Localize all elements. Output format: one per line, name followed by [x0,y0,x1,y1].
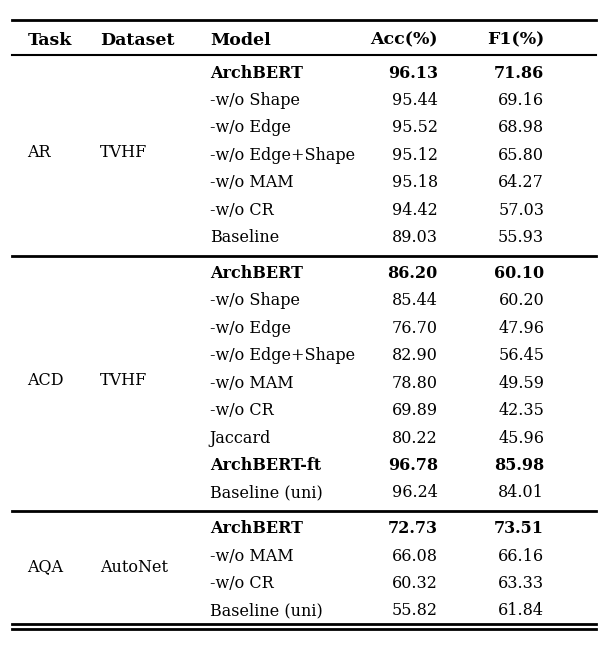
Text: 42.35: 42.35 [499,402,544,419]
Text: 60.32: 60.32 [392,575,438,592]
Text: 95.12: 95.12 [392,147,438,164]
Text: -w/o CR: -w/o CR [210,402,274,419]
Text: 47.96: 47.96 [498,320,544,337]
Text: 66.08: 66.08 [392,547,438,565]
Text: TVHF: TVHF [100,372,148,389]
Text: -w/o CR: -w/o CR [210,575,274,592]
Text: 85.44: 85.44 [392,292,438,309]
Text: 78.80: 78.80 [392,374,438,392]
Text: 73.51: 73.51 [494,520,544,537]
Text: 82.90: 82.90 [392,347,438,364]
Text: 69.16: 69.16 [498,92,544,109]
Text: Jaccard: Jaccard [210,430,271,447]
Text: 71.86: 71.86 [494,64,544,81]
Text: -w/o Edge: -w/o Edge [210,120,291,136]
Text: Baseline (uni): Baseline (uni) [210,603,322,619]
Text: 95.52: 95.52 [392,120,438,136]
Text: 96.13: 96.13 [388,64,438,81]
Text: ArchBERT-ft: ArchBERT-ft [210,457,321,474]
Text: -w/o Shape: -w/o Shape [210,92,300,109]
Text: 94.42: 94.42 [392,202,438,219]
Text: 96.24: 96.24 [392,484,438,501]
Text: Baseline (uni): Baseline (uni) [210,484,322,501]
Text: 63.33: 63.33 [498,575,544,592]
Text: Acc(%): Acc(%) [370,32,438,49]
Text: ArchBERT: ArchBERT [210,64,303,81]
Text: 55.82: 55.82 [392,603,438,619]
Text: 65.80: 65.80 [498,147,544,164]
Text: 85.98: 85.98 [494,457,544,474]
Text: 68.98: 68.98 [498,120,544,136]
Text: Baseline: Baseline [210,229,279,246]
Text: TVHF: TVHF [100,144,148,161]
Text: 60.20: 60.20 [499,292,544,309]
Text: Task: Task [27,32,72,49]
Text: 66.16: 66.16 [498,547,544,565]
Text: Model: Model [210,32,271,49]
Text: -w/o Edge+Shape: -w/o Edge+Shape [210,147,355,164]
Text: 49.59: 49.59 [498,374,544,392]
Text: 56.45: 56.45 [498,347,544,364]
Text: 72.73: 72.73 [388,520,438,537]
Text: 80.22: 80.22 [392,430,438,447]
Text: Dataset: Dataset [100,32,175,49]
Text: 76.70: 76.70 [392,320,438,337]
Text: AQA: AQA [27,558,63,575]
Text: 45.96: 45.96 [498,430,544,447]
Text: ArchBERT: ArchBERT [210,265,303,282]
Text: -w/o Shape: -w/o Shape [210,292,300,309]
Text: AR: AR [27,144,51,161]
Text: F1(%): F1(%) [487,32,544,49]
Text: 55.93: 55.93 [498,229,544,246]
Text: AutoNet: AutoNet [100,558,168,575]
Text: -w/o Edge: -w/o Edge [210,320,291,337]
Text: 61.84: 61.84 [498,603,544,619]
Text: ACD: ACD [27,372,64,389]
Text: 84.01: 84.01 [499,484,544,501]
Text: 95.18: 95.18 [392,174,438,191]
Text: 64.27: 64.27 [499,174,544,191]
Text: -w/o CR: -w/o CR [210,202,274,219]
Text: 96.78: 96.78 [388,457,438,474]
Text: -w/o Edge+Shape: -w/o Edge+Shape [210,347,355,364]
Text: 95.44: 95.44 [392,92,438,109]
Text: 86.20: 86.20 [387,265,438,282]
Text: -w/o MAM: -w/o MAM [210,174,294,191]
Text: 57.03: 57.03 [498,202,544,219]
Text: ArchBERT: ArchBERT [210,520,303,537]
Text: 69.89: 69.89 [392,402,438,419]
Text: -w/o MAM: -w/o MAM [210,547,294,565]
Text: -w/o MAM: -w/o MAM [210,374,294,392]
Text: 60.10: 60.10 [494,265,544,282]
Text: 89.03: 89.03 [392,229,438,246]
